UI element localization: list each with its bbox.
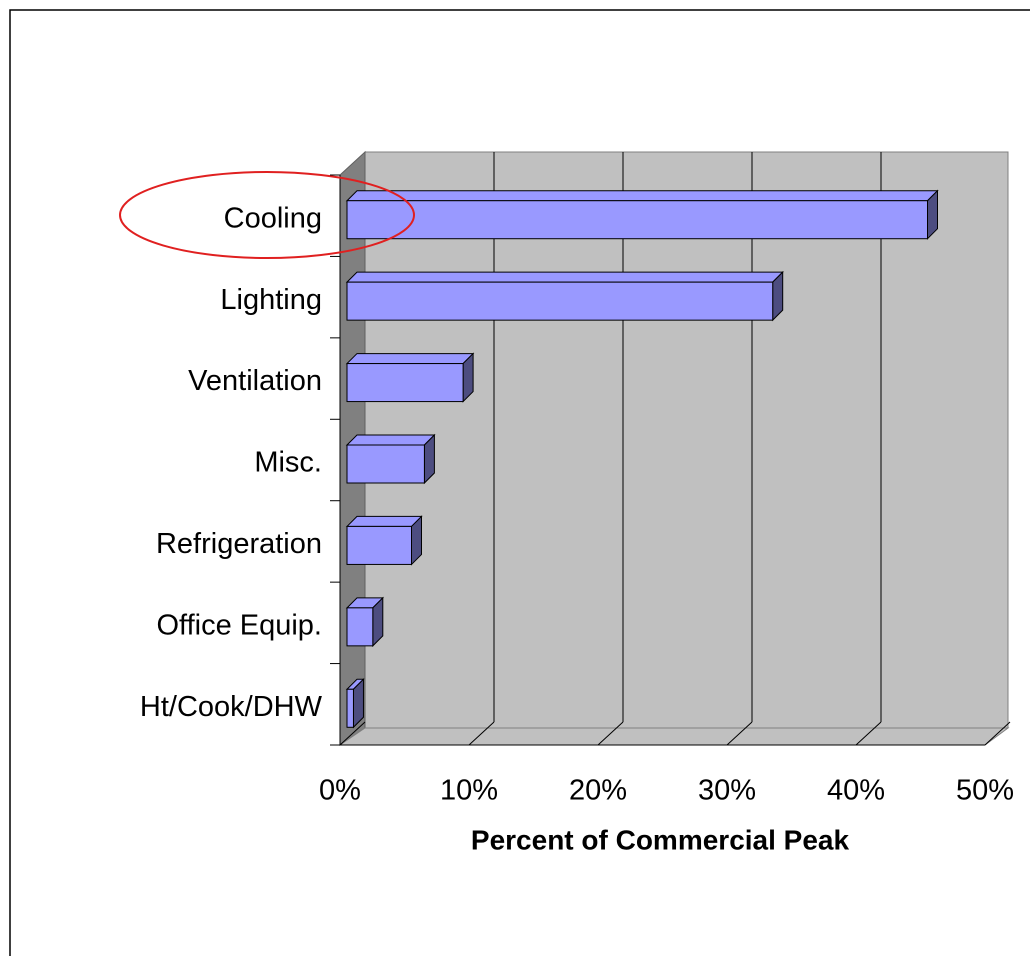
frame [9,9,1030,956]
bar-top [345,190,939,202]
bar-front [346,688,354,728]
bar [345,352,475,403]
bar-top [345,353,475,365]
floor-tick [726,721,753,746]
bars [345,189,939,729]
y-tick-label: Cooling [224,202,322,234]
bar-front [346,444,425,484]
bar-front [346,525,412,565]
bar [345,189,939,240]
y-tick-label: Office Equip. [156,610,322,642]
x-tick-label: 50% [956,775,1014,807]
bar [345,270,784,322]
x-axis-title: Percent of Commercial Peak [471,824,850,855]
bar-front [346,363,464,403]
bar-front [346,200,928,240]
y-tick-label: Lighting [220,284,322,316]
floor-tick [468,721,495,746]
bar [345,678,365,729]
floor-tick [339,721,366,746]
bar-front [346,281,774,321]
bar [345,433,436,485]
highlight-ellipse [119,171,415,259]
x-tick-label: 20% [569,775,627,807]
bar [345,515,423,566]
floor-tick [984,721,1011,746]
floor-tick [855,721,882,746]
x-tick-label: 0% [319,775,361,807]
x-tick-label: 10% [440,775,498,807]
y-tick-label: Misc. [254,447,322,479]
bar-top [345,434,436,446]
bar-top [345,515,423,527]
bar-top [345,271,784,283]
y-tick-label: Refrigeration [156,528,322,560]
x-tick-label: 40% [827,775,885,807]
y-tick-label: Ventilation [188,365,322,397]
y-tick-label: Ht/Cook/DHW [140,691,323,723]
bar-front [346,607,374,647]
floor [338,727,1010,746]
bar [345,596,385,648]
x-tick-label: 30% [698,775,756,807]
grid [339,152,1011,746]
floor-tick [597,721,624,746]
